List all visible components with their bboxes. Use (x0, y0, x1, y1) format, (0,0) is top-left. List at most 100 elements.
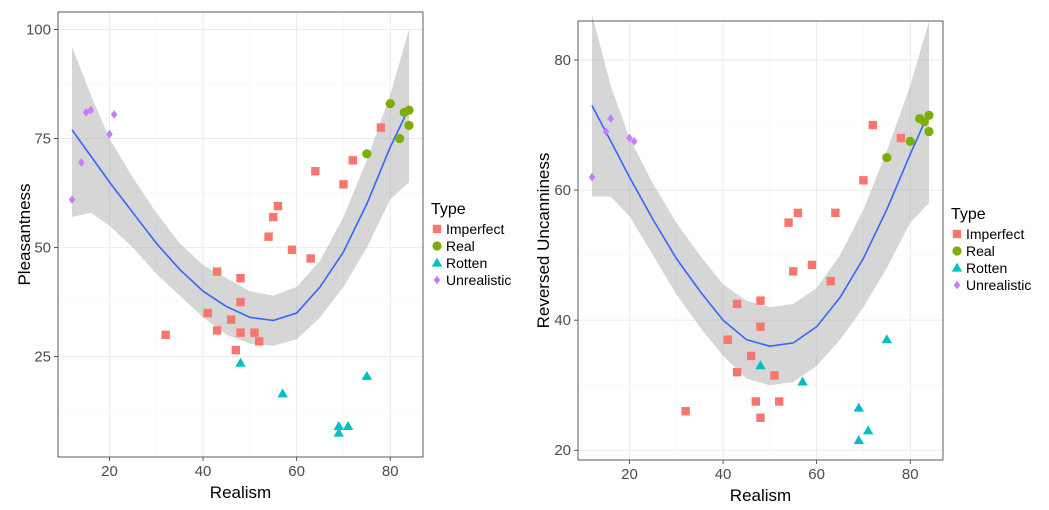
x-tick-label: 40 (715, 466, 732, 483)
data-point-imperfect (311, 167, 320, 176)
legend-label-rotten: Rotten (446, 255, 487, 271)
y-tick-label: 20 (554, 442, 571, 459)
data-point-imperfect (784, 218, 793, 227)
data-point-rotten (853, 402, 864, 412)
plot-border (57, 11, 424, 458)
data-point-imperfect (348, 156, 358, 165)
data-point-rotten (797, 376, 808, 386)
data-point-imperfect (756, 413, 765, 422)
y-tick-label: 60 (554, 182, 571, 199)
x-tick-label: 60 (288, 463, 305, 480)
legend-key-rotten (951, 262, 963, 272)
data-point-rotten (881, 334, 893, 344)
data-point-imperfect (756, 296, 765, 305)
data-point-imperfect (732, 368, 742, 377)
data-point-real (395, 133, 405, 144)
y-tick-label: 80 (554, 52, 571, 69)
data-point-imperfect (339, 180, 348, 189)
data-point-imperfect (226, 315, 236, 324)
legend-label-unrealistic: Unrealistic (446, 272, 511, 288)
data-point-imperfect (264, 232, 273, 241)
data-point-imperfect (273, 201, 283, 211)
data-point-imperfect (681, 407, 690, 416)
y-tick-label: 40 (554, 312, 571, 329)
x-tick-label: 20 (101, 463, 118, 480)
legend-label-imperfect: Imperfect (966, 226, 1024, 242)
data-point-real (404, 120, 414, 131)
data-point-imperfect (732, 299, 742, 309)
data-point-imperfect (269, 212, 278, 222)
data-point-imperfect (250, 328, 259, 337)
data-point-real (919, 117, 929, 127)
data-point-unrealistic (106, 129, 113, 139)
plot-area (578, 21, 943, 460)
data-point-rotten (277, 388, 288, 398)
plot-area (58, 12, 423, 457)
data-point-unrealistic (602, 127, 610, 136)
data-point-imperfect (793, 208, 803, 218)
legend-label-real: Real (446, 238, 475, 254)
data-point-real (905, 136, 915, 146)
y-axis-title: Pleasantness (15, 183, 34, 285)
data-point-imperfect (756, 322, 765, 331)
legend-key-imperfect (952, 229, 962, 239)
legend-key-real (952, 246, 962, 256)
y-tick-label: 50 (34, 240, 51, 257)
y-axis-title: Reversed Uncanniness (534, 153, 553, 329)
data-point-unrealistic (588, 172, 596, 182)
data-point-imperfect (751, 397, 761, 406)
reversed-uncanniness-chart: 20 40 60 80 20 40 60 80 Realism Reversed Uncannin… (534, 14, 1031, 505)
data-point-imperfect (287, 245, 297, 254)
legend-label-unrealistic: Unrealistic (966, 277, 1031, 293)
y-tick-label: 75 (34, 131, 51, 148)
data-point-rotten (853, 435, 864, 445)
data-point-unrealistic (82, 107, 90, 117)
data-point-unrealistic (630, 136, 638, 146)
data-point-imperfect (203, 308, 212, 318)
legend-title: Type (951, 206, 986, 223)
smooth-fit-line (591, 105, 930, 348)
legend-label-imperfect: Imperfect (446, 221, 504, 237)
data-point-imperfect (859, 176, 868, 185)
data-point-real (924, 126, 934, 137)
data-point-real (385, 99, 395, 109)
confidence-band (72, 29, 409, 346)
legend-key-real (432, 241, 442, 251)
legend-key-unrealistic (433, 275, 441, 285)
data-point-rotten (361, 370, 373, 380)
data-point-unrealistic (68, 195, 76, 204)
data-point-unrealistic (626, 133, 633, 143)
data-point-imperfect (775, 397, 784, 406)
data-point-unrealistic (110, 110, 118, 119)
data-point-imperfect (826, 276, 835, 286)
legend-key-rotten (431, 257, 443, 267)
data-point-rotten (333, 427, 344, 437)
data-point-imperfect (831, 208, 840, 218)
data-point-imperfect (236, 328, 245, 337)
data-point-imperfect (868, 120, 878, 130)
data-point-rotten (755, 360, 766, 370)
data-point-real (924, 110, 934, 120)
data-point-unrealistic (78, 158, 85, 167)
data-point-imperfect (212, 326, 222, 335)
data-point-unrealistic (87, 105, 95, 115)
legend-key-imperfect (432, 224, 442, 234)
pleasantness-chart: 20 40 60 80 25 50 75 100 Realism Pleasantness Type… (15, 11, 511, 502)
y-tick-label: 100 (26, 21, 51, 38)
data-point-imperfect (236, 297, 245, 307)
data-point-imperfect (212, 267, 222, 276)
data-point-imperfect (896, 133, 906, 143)
data-point-rotten (235, 357, 246, 367)
data-point-imperfect (161, 330, 170, 340)
data-point-real (362, 149, 372, 159)
data-point-imperfect (306, 254, 315, 263)
data-point-rotten (333, 421, 344, 431)
legend-title: Type (431, 201, 466, 218)
data-point-imperfect (236, 273, 245, 283)
confidence-band (592, 14, 929, 386)
data-point-imperfect (789, 267, 798, 276)
legend-key-unrealistic (953, 280, 961, 290)
